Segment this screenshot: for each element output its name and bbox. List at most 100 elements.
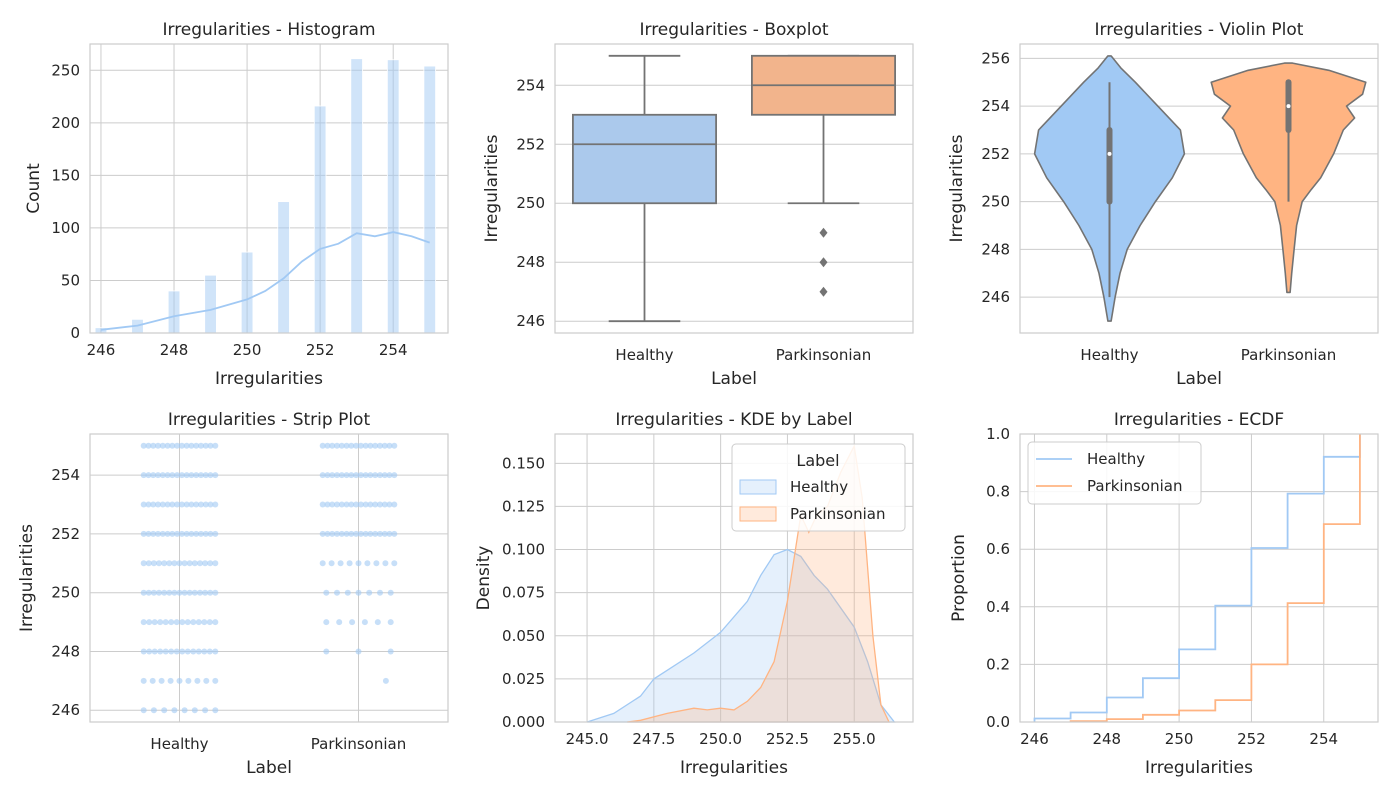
strip-point [362, 501, 369, 508]
legend: Healthy Parkinsonian [1027, 441, 1202, 505]
strip-point [166, 589, 173, 596]
strip-point [164, 442, 171, 449]
strip-point [151, 648, 158, 655]
strip-point [151, 619, 158, 626]
x-tick-label: Parkinsonian [311, 735, 406, 753]
strip-point [162, 648, 169, 655]
strip-point [179, 648, 186, 655]
strip-point [324, 501, 331, 508]
strip-point [140, 560, 147, 567]
strip-point [334, 472, 340, 479]
strip-point [355, 648, 362, 655]
strip-point [372, 442, 379, 449]
strip-point [212, 530, 219, 537]
strip-point [191, 560, 198, 567]
strip-point [178, 472, 185, 479]
strip-point [344, 589, 351, 596]
strip-point [201, 619, 208, 626]
plot-frame [1019, 43, 1379, 334]
legend-swatch [739, 506, 777, 522]
strip-point [329, 501, 336, 508]
strip-point [361, 619, 368, 626]
strip-point [337, 560, 344, 567]
x-tick-label: 247.5 [632, 730, 675, 748]
violin-median [1286, 104, 1291, 109]
strip-point [174, 501, 181, 508]
strip-point [188, 530, 195, 537]
strip-point [190, 619, 197, 626]
y-tick-label: 0.100 [502, 541, 545, 559]
strip-point [353, 442, 360, 449]
strip-point [357, 530, 364, 537]
strip-point [355, 560, 362, 567]
strip-point [169, 472, 176, 479]
strip-point [155, 442, 161, 449]
strip-point [391, 472, 398, 479]
strip-point [188, 472, 195, 479]
strip-point [186, 589, 193, 596]
strip-point [168, 648, 175, 655]
strip-point [377, 442, 383, 449]
histogram-bar [423, 65, 436, 334]
outlier-point [819, 257, 828, 268]
strip-point [171, 707, 178, 714]
strip-point [212, 677, 219, 684]
x-axis-label: Label [1176, 369, 1222, 389]
x-tick-label: 252 [1237, 730, 1266, 748]
strip-point [377, 530, 383, 537]
outlier-point [819, 286, 828, 297]
strip-point [145, 589, 152, 596]
strip-point [198, 472, 204, 479]
strip-point [386, 442, 393, 449]
strip-point [156, 560, 162, 567]
histogram-bar [204, 274, 217, 334]
y-axis-label: Irregularities [947, 134, 967, 242]
strip-point [343, 472, 350, 479]
kde-line [100, 231, 430, 331]
y-tick-label: 0.4 [986, 598, 1010, 616]
legend-swatch [739, 479, 777, 495]
strip-point [145, 560, 152, 567]
strip-point [387, 648, 394, 655]
strip-point [159, 530, 166, 537]
strip-point [140, 648, 147, 655]
strip-point [140, 530, 147, 537]
strip-point [357, 501, 364, 508]
strip-point [212, 472, 219, 479]
y-tick-label: 250 [51, 61, 80, 79]
strip-point [202, 472, 209, 479]
y-tick-label: 100 [51, 219, 80, 237]
violin-chart: 246 248 250 252 254 256 Healthy Parkinsonian Irr… [947, 20, 1379, 389]
kde-area-healthy [586, 548, 896, 723]
strip-point [362, 442, 369, 449]
x-tick-label: 252 [306, 341, 335, 359]
strip-point [193, 501, 200, 508]
y-tick-label: 250 [516, 194, 545, 212]
legend-label: Parkinsonian [1087, 477, 1182, 495]
y-tick-label: 246 [516, 312, 545, 330]
strip-point [178, 501, 185, 508]
chart-title: Irregularities - Strip Plot [168, 410, 371, 430]
strip-point [373, 560, 380, 567]
strip-point [158, 677, 165, 684]
strip-point [178, 530, 185, 537]
strip-point [329, 530, 336, 537]
strip-point [150, 472, 157, 479]
chart-title: Irregularities - ECDF [1114, 410, 1284, 430]
strip-point [364, 560, 371, 567]
strip-point [193, 472, 200, 479]
box-iqr [572, 113, 718, 205]
strip-point [174, 442, 181, 449]
strip-point [146, 648, 153, 655]
strip-point [164, 501, 171, 508]
y-tick-label: 248 [981, 240, 1010, 258]
x-tick-label: Healthy [615, 346, 673, 364]
y-tick-label: 250 [981, 193, 1010, 211]
y-tick-label: 248 [516, 253, 545, 271]
strip-point [185, 677, 192, 684]
y-tick-label: 0.0 [986, 713, 1010, 731]
box-parkinsonian [751, 54, 897, 297]
strip-point [319, 442, 326, 449]
ecdf-line-parkinsonian [1069, 434, 1361, 722]
strip-point [202, 530, 209, 537]
